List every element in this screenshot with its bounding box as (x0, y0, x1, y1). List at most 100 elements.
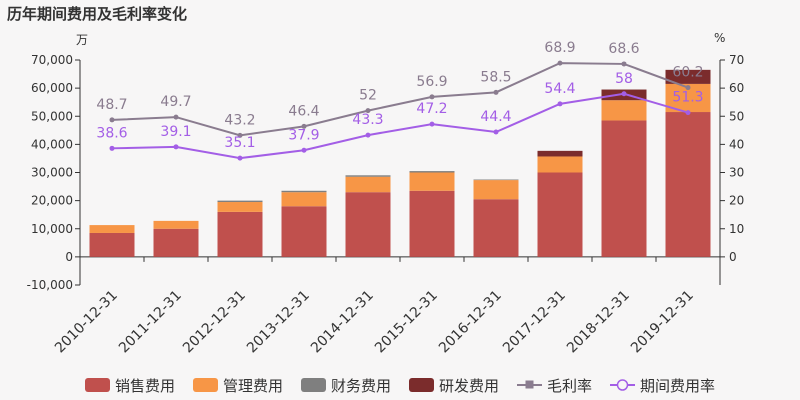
series-point (685, 110, 691, 116)
legend-label: 财务费用 (330, 376, 391, 395)
series-data-label: 35.1 (224, 135, 255, 151)
right-axis-tick-label: 10 (729, 222, 744, 236)
legend: 销售费用 管理费用 财务费用 研发费用 毛利率 期间费用率 (0, 374, 800, 396)
series-data-label: 47.2 (416, 101, 447, 117)
legend-item[interactable]: 销售费用 (84, 375, 175, 396)
series-data-label: 56.9 (416, 74, 447, 90)
bar-segment (665, 112, 711, 257)
left-axis-tick-label: 60,000 (31, 81, 73, 95)
series-point (237, 132, 243, 138)
x-axis-category-label: 2013-12-31 (244, 288, 313, 357)
legend-item[interactable]: 管理费用 (192, 375, 283, 396)
right-axis-unit: % (714, 31, 726, 45)
bar-segment (601, 100, 647, 121)
bar-segment (601, 120, 647, 257)
left-axis-tick-label: 10,000 (31, 222, 73, 236)
bar-segment (537, 156, 583, 173)
series-data-label: 37.9 (288, 127, 319, 143)
right-axis-tick-label: 50 (729, 109, 744, 123)
series-data-label: 51.3 (672, 90, 703, 106)
bar-segment (281, 190, 327, 193)
series-data-label: 48.7 (96, 97, 127, 113)
series-point (493, 129, 499, 135)
bar-segment (409, 190, 455, 257)
series-point (173, 114, 179, 120)
bar-segment (345, 176, 391, 193)
legend-item[interactable]: 毛利率 (517, 375, 592, 396)
right-axis-tick-label: 40 (729, 137, 744, 151)
right-axis-tick-label: 60 (729, 81, 744, 95)
series-data-label: 43.3 (352, 112, 383, 128)
series-data-label: 58 (615, 71, 633, 87)
legend-item[interactable]: 研发费用 (409, 375, 499, 396)
legend-swatch (409, 378, 434, 392)
series-point (621, 61, 627, 67)
x-axis-category-label: 2015-12-31 (372, 288, 441, 357)
bar-segment (153, 228, 199, 257)
legend-item[interactable]: 财务费用 (300, 375, 391, 396)
page-title: 历年期间费用及毛利率变化 (7, 5, 188, 23)
series-point (109, 145, 115, 151)
right-axis-tick-label: 20 (729, 194, 744, 208)
bar-segment (345, 175, 391, 177)
series-point (301, 147, 307, 153)
legend-line-key (517, 380, 543, 389)
series-point (493, 89, 499, 95)
bar-segment (537, 150, 583, 157)
legend-line-key (610, 379, 636, 391)
bar-segment (409, 171, 455, 173)
legend-label: 研发费用 (439, 376, 500, 395)
series-point (429, 94, 435, 100)
series-point (109, 117, 115, 123)
series-data-label: 44.4 (480, 109, 511, 125)
bar-segment (89, 232, 135, 257)
series-point (429, 121, 435, 127)
right-axis-tick-label: 0 (729, 250, 737, 264)
bar-segment (281, 192, 327, 207)
series-point (301, 123, 307, 129)
x-axis-category-label: 2012-12-31 (180, 288, 249, 357)
x-axis-category-label: 2014-12-31 (308, 288, 377, 357)
series-point (557, 101, 563, 107)
bar-segment (89, 225, 135, 233)
series-data-label: 60.2 (672, 65, 703, 81)
bar-segment (537, 172, 583, 257)
left-axis-tick-label: 70,000 (31, 53, 73, 67)
series-data-label: 46.4 (288, 103, 319, 119)
bar-segment (217, 202, 263, 212)
bar-segment (409, 172, 455, 191)
bar-segment (473, 180, 519, 200)
legend-swatch (192, 378, 218, 392)
series-data-label: 58.5 (480, 69, 511, 85)
right-axis-tick-label: 70 (729, 53, 744, 67)
legend-swatch (300, 378, 326, 392)
bar-segment (473, 199, 519, 257)
series-data-label: 39.1 (160, 124, 191, 140)
series-data-label: 68.9 (544, 40, 575, 56)
x-axis-category-label: 2017-12-31 (500, 288, 569, 357)
x-axis-category-label: 2016-12-31 (436, 288, 505, 357)
series-point (621, 91, 627, 97)
series-point (557, 60, 563, 66)
x-axis-category-label: 2010-12-31 (52, 288, 121, 357)
series-point (365, 108, 371, 114)
left-axis-tick-label: 40,000 (31, 137, 73, 151)
legend-label: 销售费用 (114, 376, 175, 395)
bar-segment (281, 206, 327, 257)
series-point (685, 85, 691, 91)
legend-label: 期间费用率 (640, 376, 716, 395)
series-point (365, 132, 371, 138)
left-axis-tick-label: 50,000 (31, 109, 73, 123)
series-data-label: 49.7 (160, 94, 191, 110)
series-data-label: 68.6 (608, 41, 639, 57)
legend-label: 管理费用 (222, 376, 283, 395)
left-axis-tick-label: 0 (65, 250, 73, 264)
bar-segment (473, 179, 519, 181)
series-data-label: 52 (359, 88, 377, 104)
legend-item[interactable]: 期间费用率 (610, 375, 715, 396)
bar-segment (217, 211, 263, 257)
series-data-label: 38.6 (96, 125, 127, 141)
left-axis-tick-label: 20,000 (31, 194, 73, 208)
